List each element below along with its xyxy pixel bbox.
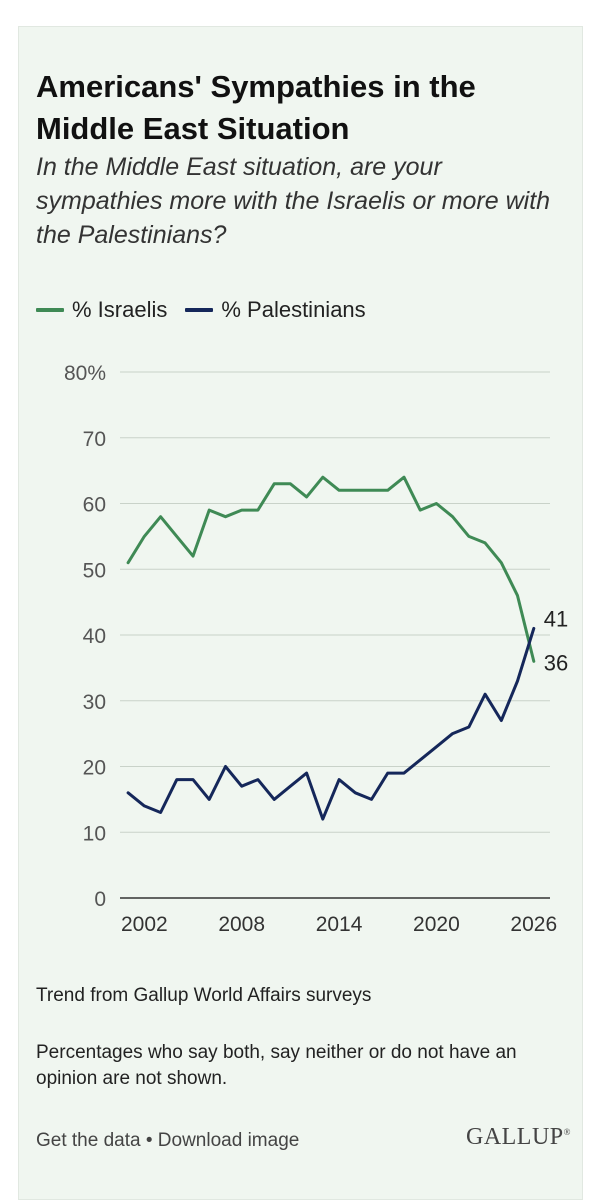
y-tick-label: 80% [64, 362, 106, 385]
y-tick-label: 60 [83, 494, 106, 517]
legend-swatch-israelis [36, 308, 64, 312]
legend-label-palestinians: % Palestinians [221, 297, 366, 322]
x-tick-label: 2002 [121, 913, 168, 936]
gallup-logo-mark: ® [563, 1127, 571, 1137]
chart-legend: % Israelis % Palestinians [36, 296, 384, 324]
disclaimer-note: Percentages who say both, say neither or… [36, 1042, 517, 1089]
legend-label-israelis: % Israelis [72, 297, 168, 322]
trend-note: Trend from Gallup World Affairs surveys [36, 985, 372, 1006]
y-tick-label: 20 [83, 757, 106, 780]
footer-links: Get the data • Download image [36, 1130, 299, 1152]
series-line-israelis [126, 475, 536, 663]
x-tick-label: 2008 [218, 913, 265, 936]
y-tick-label: 10 [83, 822, 106, 845]
y-tick-label: 30 [83, 691, 106, 714]
x-tick-label: 2014 [316, 913, 363, 936]
download-image-link[interactable]: Download image [157, 1130, 300, 1151]
x-tick-label: 2020 [413, 913, 460, 936]
footer-separator: • [140, 1130, 158, 1151]
get-data-link[interactable]: Get the data [36, 1130, 141, 1151]
chart-title: Americans' Sympathies in the Middle East… [36, 69, 476, 146]
series-line-palestinians [126, 626, 536, 821]
gallup-logo-text: GALLUP [465, 1124, 564, 1150]
end-label-israelis: 36 [544, 650, 568, 675]
legend-item-israelis: % Israelis [36, 297, 167, 323]
legend-item-palestinians: % Palestinians [185, 297, 366, 323]
y-tick-label: 0 [94, 888, 106, 911]
x-tick-label: 2026 [510, 913, 557, 936]
end-label-palestinians: 41 [544, 606, 568, 631]
y-tick-label: 50 [83, 559, 106, 582]
line-chart: 0 10 20 30 40 50 60 70 80% 2002 2008 2014 2020 2026 36… [64, 362, 568, 936]
y-tick-label: 70 [83, 428, 106, 451]
gallup-logo: GALLUP® [466, 1124, 571, 1151]
y-tick-label: 40 [83, 625, 106, 648]
legend-swatch-palestinians [185, 308, 214, 312]
chart-card [18, 26, 583, 1200]
chart-subtitle: In the Middle East situation, are your s… [36, 153, 551, 249]
